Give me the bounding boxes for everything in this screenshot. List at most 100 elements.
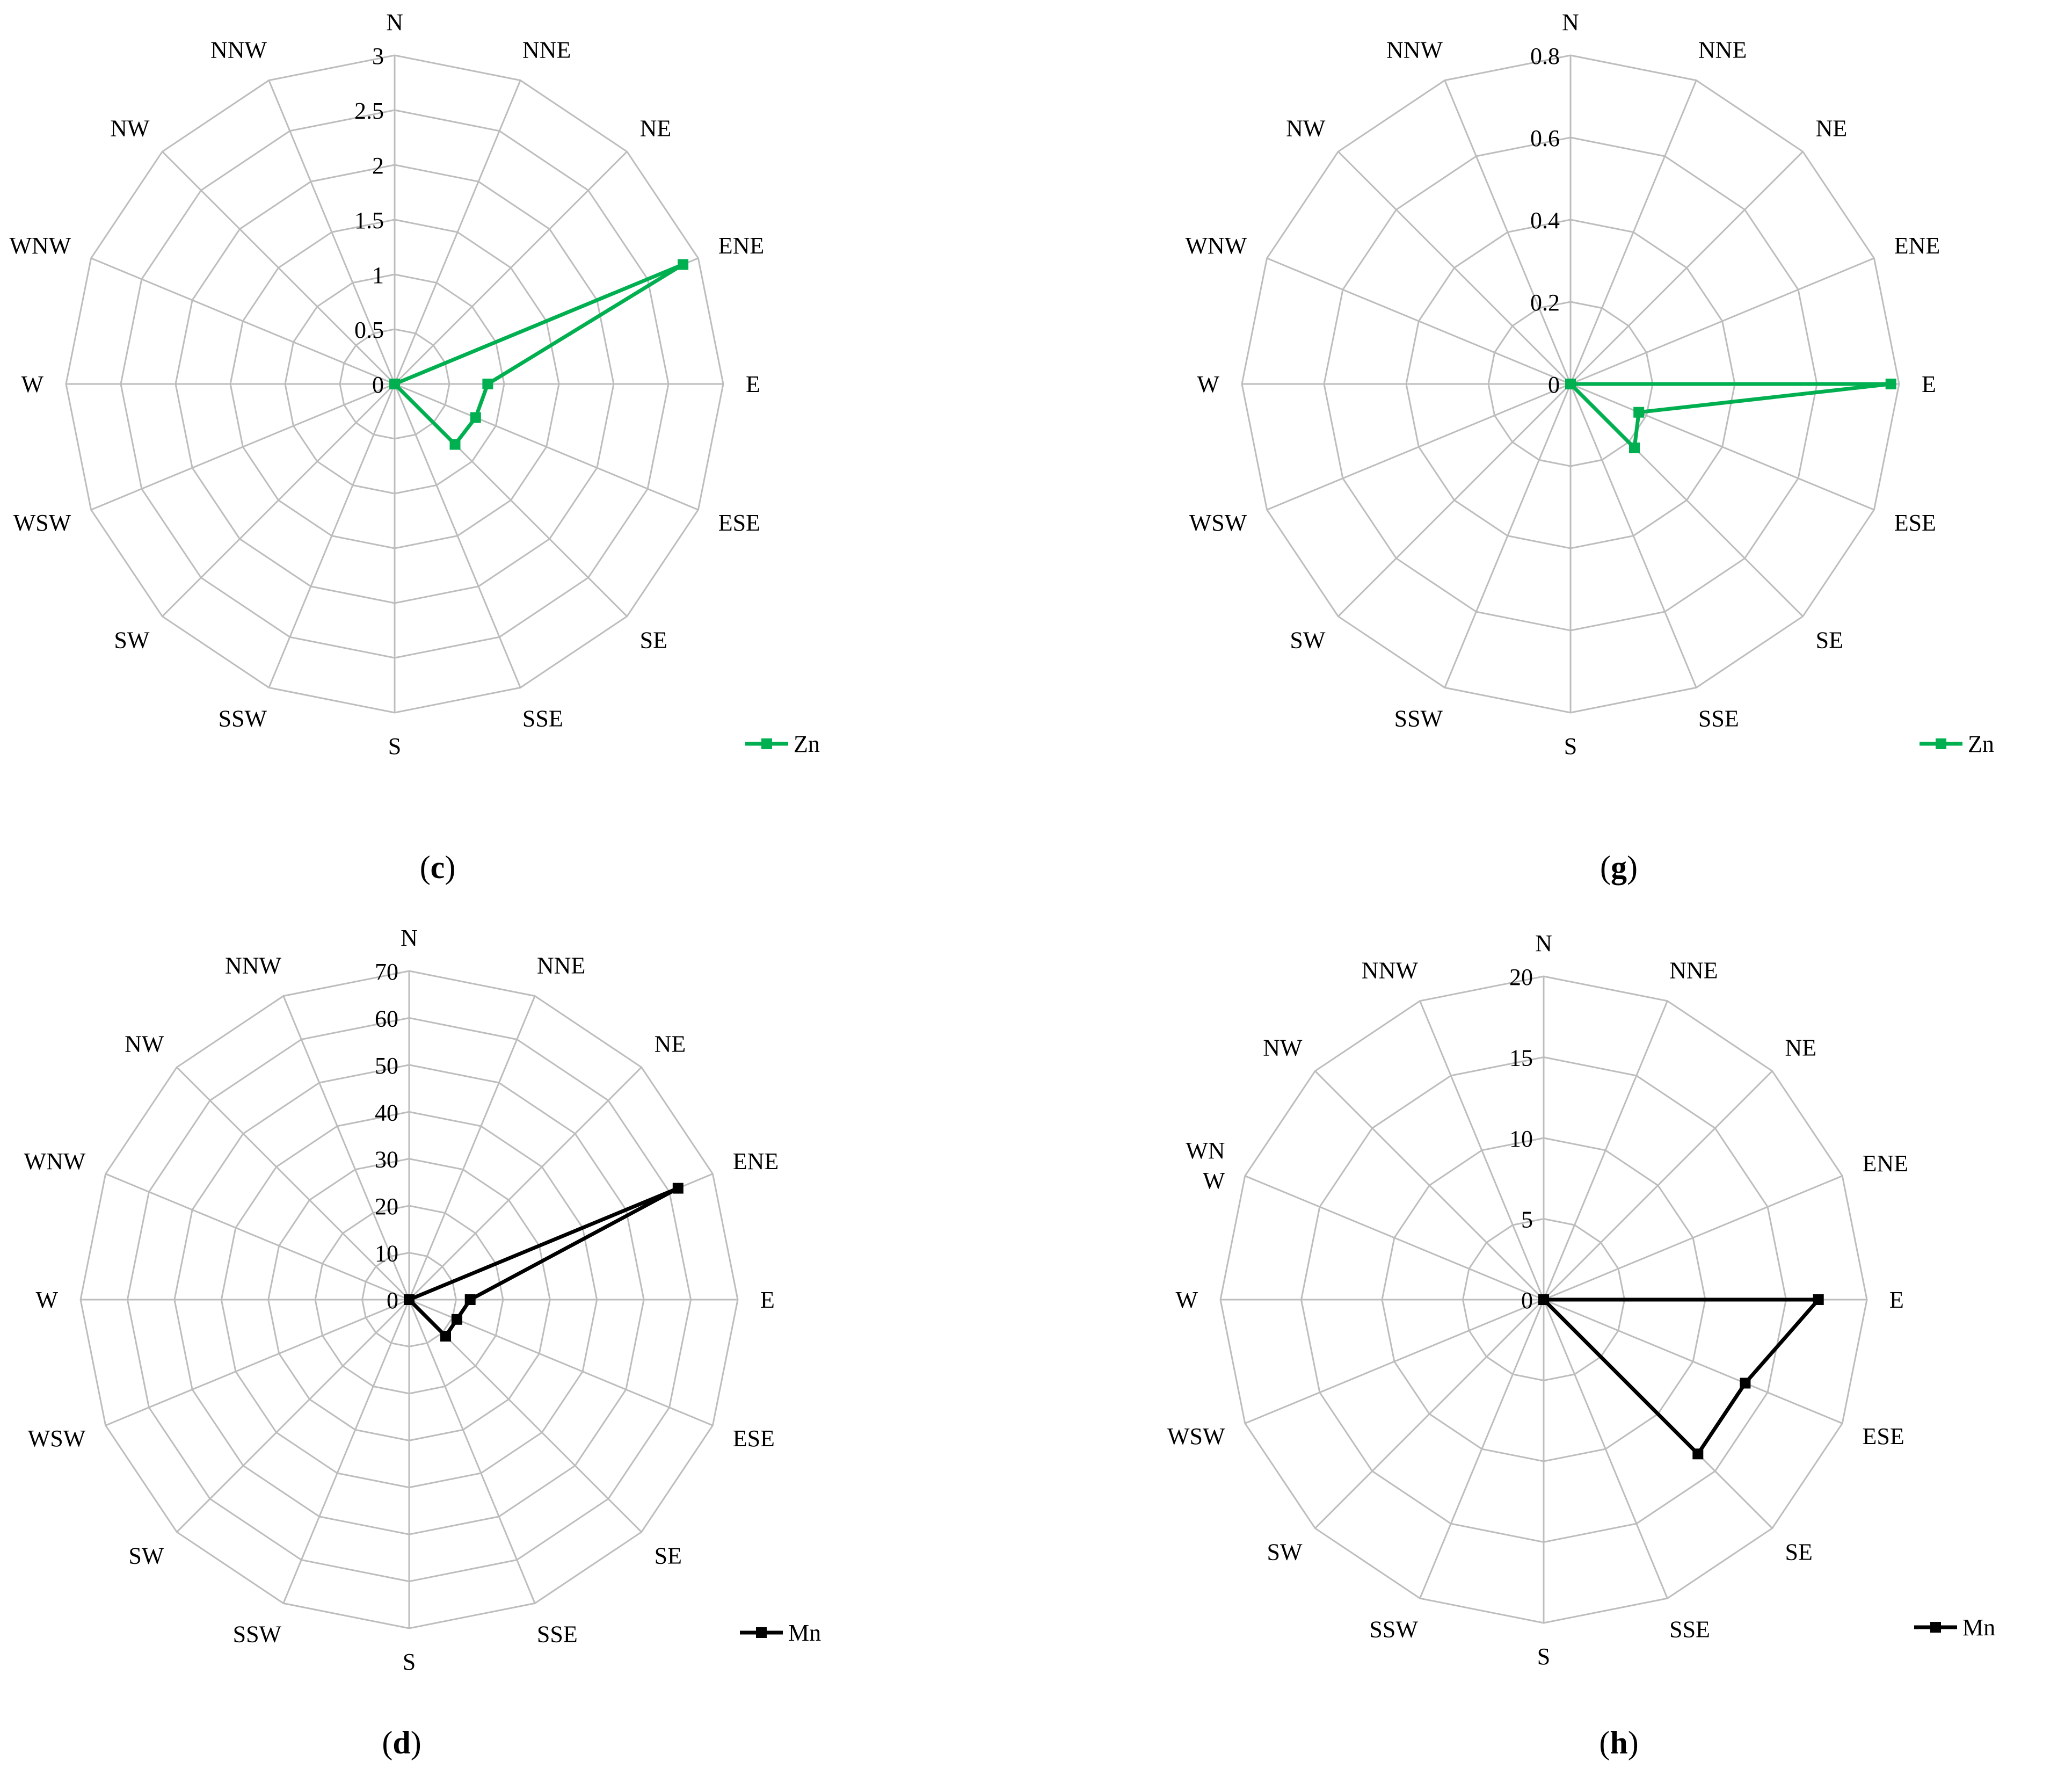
- grid-spoke-sse: [1569, 383, 1697, 688]
- radar-chart-d: N NNE NE ENE E ESE SE SSE S SSW SW WSW W WNW NW NNW 0 10 2…: [24, 925, 821, 1760]
- legend-label-zn: Zn: [794, 731, 820, 757]
- direction-label-n: N: [1535, 930, 1552, 956]
- legend-marker-mn: [756, 1627, 767, 1638]
- grid-spoke-nnw: [268, 80, 396, 385]
- data-point-zn-ene: [678, 259, 689, 270]
- radar-chart-g: N NNE NE ENE E ESE SE SSE S SSW SW WSW W WNW NW NNW 0 0.2…: [1185, 9, 1994, 885]
- direction-label-sse: SSE: [537, 1621, 578, 1648]
- direction-label-nne: NNE: [522, 37, 571, 63]
- data-point-mn-ene: [672, 1183, 684, 1194]
- direction-label-ene: ENE: [718, 233, 765, 259]
- panel-label: (g): [1600, 850, 1638, 885]
- data-point-mn-se: [440, 1331, 451, 1342]
- direction-label-ssw: SSW: [1369, 1616, 1418, 1643]
- radar-chart-c: N NNE NE ENE E ESE SE SSE S SSW SW WSW W WNW NW NNW 0 0.5…: [9, 9, 819, 885]
- direction-label-nnw: NNW: [225, 952, 282, 978]
- tick-label: 1.5: [354, 207, 384, 234]
- direction-label-ese: ESE: [1863, 1423, 1904, 1449]
- direction-label-ene: ENE: [733, 1148, 779, 1175]
- data-point-zn-e: [1885, 379, 1896, 389]
- data-point-mn-e: [464, 1294, 476, 1305]
- legend-label-mn: Mn: [1962, 1614, 1995, 1641]
- data-point-zn-ese: [1633, 407, 1645, 418]
- tick-label: 2: [372, 153, 384, 179]
- grid-spoke-ssw: [1419, 1299, 1545, 1599]
- series-line-zn: [391, 263, 684, 447]
- direction-label-ne: NE: [655, 1031, 686, 1057]
- direction-label-nne: NNE: [537, 952, 585, 978]
- direction-label-ese: ESE: [1894, 510, 1936, 536]
- data-point-zn-nnw: [1565, 379, 1576, 389]
- grid-spoke-sse: [1543, 1299, 1668, 1599]
- tick-label: 0: [1521, 1287, 1533, 1314]
- grid-spoke-ssw: [268, 383, 396, 688]
- panel-label: (d): [382, 1725, 421, 1760]
- grid-spoke-wnw: [105, 1173, 410, 1301]
- grid-spoke-wnw: [1245, 1175, 1544, 1301]
- direction-label-se: SE: [640, 627, 667, 654]
- grid-spoke-ese: [394, 383, 699, 511]
- direction-label-ssw: SSW: [1394, 706, 1443, 732]
- tick-label: 60: [375, 1005, 398, 1032]
- grid-spoke-wsw: [105, 1299, 410, 1426]
- tick-label: 0.8: [1530, 43, 1560, 69]
- grid-spoke-wsw: [91, 383, 395, 511]
- direction-label-sw: SW: [114, 627, 149, 654]
- direction-label-wnw: WNW: [9, 233, 71, 259]
- data-point-mn-nnw: [1538, 1294, 1549, 1305]
- grid-spoke-ese: [1543, 1299, 1843, 1424]
- direction-label-e: E: [746, 371, 760, 397]
- direction-label-se: SE: [1785, 1539, 1813, 1565]
- tick-label: 50: [375, 1053, 398, 1079]
- direction-label-w: W: [35, 1287, 58, 1313]
- panel-label: (h): [1599, 1725, 1638, 1760]
- direction-label-s: S: [388, 733, 401, 759]
- direction-label-se: SE: [1816, 627, 1843, 654]
- radar-chart-h: N NNE NE ENE E ESE SE SSE S SSW SW WSW W WN W NW NNW 0 5 10…: [1167, 930, 1995, 1760]
- direction-label-ese: ESE: [718, 510, 760, 536]
- grid-spoke-sw: [1314, 1299, 1545, 1529]
- direction-label-e: E: [1922, 371, 1936, 397]
- tick-label: 0: [1548, 372, 1560, 398]
- grid-spoke-ne: [394, 151, 628, 385]
- direction-label-n: N: [1562, 9, 1579, 35]
- grid-spoke-nnw: [1444, 80, 1572, 385]
- data-point-mn-nnw: [404, 1294, 415, 1305]
- data-point-zn-ese: [470, 412, 481, 423]
- grid-spoke-ssw: [282, 1299, 410, 1604]
- direction-label-wsw: WSW: [28, 1425, 86, 1452]
- tick-label: 70: [375, 959, 398, 985]
- direction-label-ene: ENE: [1894, 233, 1940, 259]
- direction-label-sw: SW: [1267, 1539, 1303, 1565]
- grid-spoke-nw: [1314, 1070, 1545, 1301]
- grid-spoke-wsw: [1267, 383, 1571, 511]
- direction-label-nnw: NNW: [1386, 37, 1443, 63]
- tick-label: 40: [375, 1099, 398, 1126]
- grid-spoke-ene: [1543, 1175, 1843, 1301]
- grid-spoke-ese: [1570, 383, 1874, 511]
- direction-label-ne: NE: [640, 115, 672, 141]
- direction-label-s: S: [1537, 1643, 1550, 1670]
- direction-label-ssw: SSW: [219, 706, 267, 732]
- tick-label: 10: [375, 1241, 398, 1267]
- direction-label-wsw: WSW: [1167, 1423, 1225, 1449]
- tick-label: 1: [372, 262, 384, 288]
- direction-label-wnw: WNW: [1185, 233, 1247, 259]
- tick-label: 30: [375, 1147, 398, 1173]
- direction-label-nw: NW: [1263, 1035, 1303, 1061]
- tick-label: 0.5: [354, 317, 384, 343]
- grid-spoke-wnw: [1267, 257, 1571, 385]
- grid-spoke-ne: [1569, 151, 1804, 385]
- grid-spoke-nne: [408, 996, 536, 1300]
- grid-spoke-ene: [1570, 257, 1874, 385]
- data-point-zn-se: [449, 439, 461, 450]
- direction-label-nnw: NNW: [1362, 958, 1419, 984]
- direction-label-s: S: [1564, 733, 1577, 759]
- direction-label-nne: NNE: [1698, 37, 1747, 63]
- grid-spoke-nne: [394, 80, 521, 385]
- data-point-mn-e: [1813, 1294, 1824, 1305]
- direction-label-sse: SSE: [1669, 1616, 1710, 1643]
- data-point-mn-ese: [451, 1314, 462, 1325]
- tick-label: 10: [1509, 1126, 1533, 1152]
